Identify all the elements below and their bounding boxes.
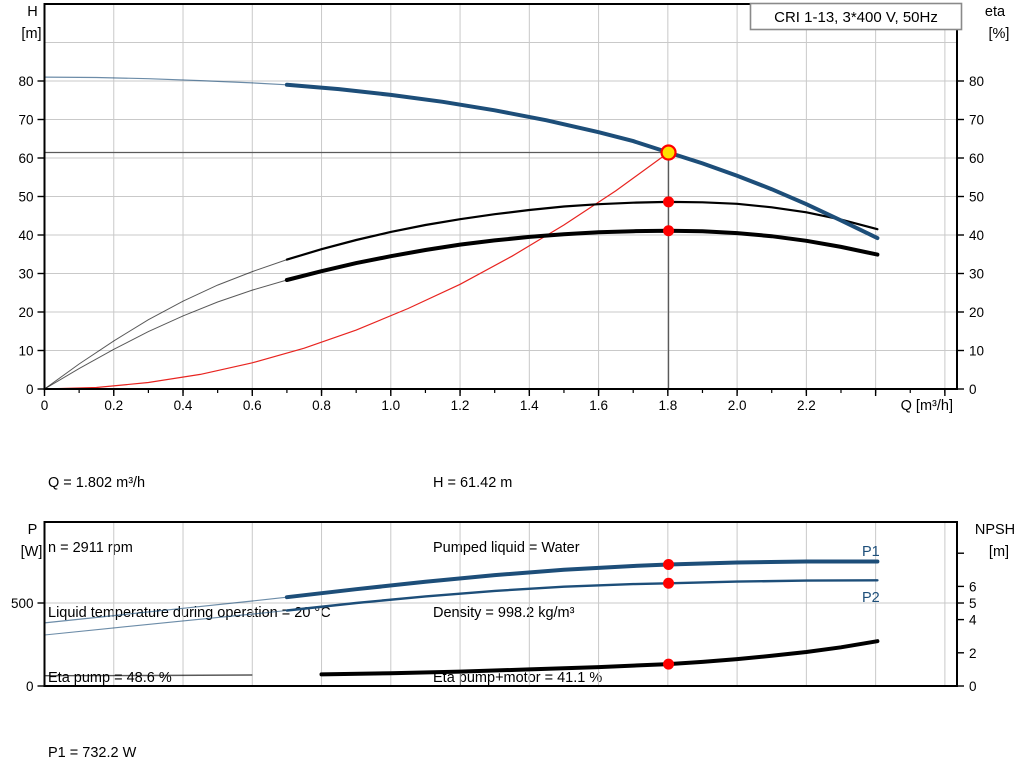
series-label-p2: P2	[862, 590, 880, 606]
x-axis-unit-label: Q [m³/h]	[901, 398, 953, 414]
annotation-line: Density = 998.2 kg/m³	[433, 604, 575, 621]
gridlines	[44, 522, 957, 686]
tick-label: 10	[18, 344, 33, 359]
tick-label: 40	[969, 228, 984, 243]
gridlines	[44, 4, 957, 389]
tick-label: 0.2	[104, 398, 123, 413]
tick-label: 80	[18, 74, 33, 89]
y-left-axis-unit: [m]	[21, 26, 41, 42]
tick-label: 60	[18, 151, 33, 166]
series-label-p1: P1	[862, 544, 880, 560]
tick-label: 0	[26, 382, 34, 397]
p1-curve	[44, 559, 880, 624]
eta-pump-curve	[44, 200, 879, 390]
operating-point-annotations-left: Q = 1.802 m³/h n = 2911 rpm Liquid tempe…	[48, 430, 331, 732]
x-axis: 0 0.2 0.4 0.6 0.8 1.0 1.2 1.4 1.6 1.8 2.0 2.2 Q [m³/…	[41, 389, 953, 414]
tick-label: 30	[969, 267, 984, 282]
y-left-axis-label: H	[27, 4, 37, 20]
y-right-axis-label: eta	[985, 4, 1006, 20]
head-efficiency-chart: 0 0.2 0.4 0.6 0.8 1.0 1.2 1.4 1.6 1.8 2.0 2.2 Q [m³/…	[18, 2, 1010, 414]
tick-label: 10	[969, 344, 984, 359]
power-npsh-annotations: P1 = 732.2 W P2 = 619.1 W NPSH = 1.32 m	[48, 700, 149, 781]
tick-label: 4	[969, 613, 977, 628]
tick-label: 2	[969, 646, 977, 661]
eta-pump-motor-curve	[44, 228, 880, 390]
tick-label: 1.2	[451, 398, 470, 413]
annotation-line: Q = 1.802 m³/h	[48, 475, 146, 492]
y-right-axis-unit: [m]	[989, 544, 1009, 560]
tick-label: 500	[11, 596, 34, 611]
power-npsh-chart: 0 500 0 2 4 5 6 P [W] NPSH [m] P1 P2	[11, 521, 1015, 694]
npsh-curve	[44, 639, 880, 677]
tick-label: 6	[969, 579, 977, 594]
tick-label: 1.6	[589, 398, 608, 413]
y-axes: 0 10 20 30 40 50 60 70 80 0 10 20 30 40 50 60 70 80	[18, 74, 984, 397]
plot-border	[43, 521, 958, 687]
p2-curve	[44, 579, 879, 636]
p1-point	[663, 558, 675, 570]
tick-label: 0	[41, 398, 49, 413]
annotation-line: Eta pump = 48.6 %	[48, 669, 172, 686]
tick-label: 2.2	[797, 398, 816, 413]
tick-label: 70	[18, 113, 33, 128]
p2-point	[663, 577, 675, 589]
tick-label: 50	[18, 190, 33, 205]
tick-label: 0.8	[312, 398, 331, 413]
tick-label: 0	[969, 679, 977, 694]
eta-pump-point	[663, 196, 675, 208]
title-box: CRI 1-13, 3*400 V, 50Hz	[749, 2, 963, 31]
y-right-axis-unit: [%]	[989, 26, 1010, 42]
system-curve	[43, 151, 670, 390]
tick-label: 0.4	[174, 398, 193, 413]
duty-point	[660, 144, 677, 161]
eta-pump-motor-point	[663, 225, 675, 237]
tick-label: 0.6	[243, 398, 262, 413]
annotation-line: Pumped liquid = Water	[433, 539, 580, 556]
tick-label: 1.4	[520, 398, 539, 413]
tick-label: 0	[26, 679, 34, 694]
y-left-axis-label: P	[28, 522, 38, 538]
title-box-text: CRI 1-13, 3*400 V, 50Hz	[774, 9, 938, 26]
tick-label: 60	[969, 151, 984, 166]
tick-label: 20	[18, 305, 33, 320]
tick-label: 70	[969, 113, 984, 128]
tick-label: 80	[969, 74, 984, 89]
head-curve	[44, 76, 880, 241]
duty-crosshair	[44, 151, 670, 389]
tick-label: 5	[969, 596, 977, 611]
tick-label: 2.0	[728, 398, 747, 413]
y-right-axis-label: NPSH	[975, 522, 1015, 538]
operating-point-annotations-right: H = 61.42 m Pumped liquid = Water Densit…	[433, 430, 602, 732]
tick-label: 1.8	[658, 398, 677, 413]
y-left-axis-unit: [W]	[21, 544, 43, 560]
tick-label: 40	[18, 228, 33, 243]
tick-label: 0	[969, 382, 977, 397]
tick-label: 20	[969, 305, 984, 320]
tick-label: 1.0	[381, 398, 400, 413]
annotation-line: P1 = 732.2 W	[48, 745, 137, 762]
npsh-point	[663, 658, 675, 670]
y-axes: 0 500 0 2 4 5 6	[11, 552, 977, 694]
annotation-line: H = 61.42 m	[433, 475, 513, 492]
tick-label: 50	[969, 190, 984, 205]
tick-label: 30	[18, 267, 33, 282]
